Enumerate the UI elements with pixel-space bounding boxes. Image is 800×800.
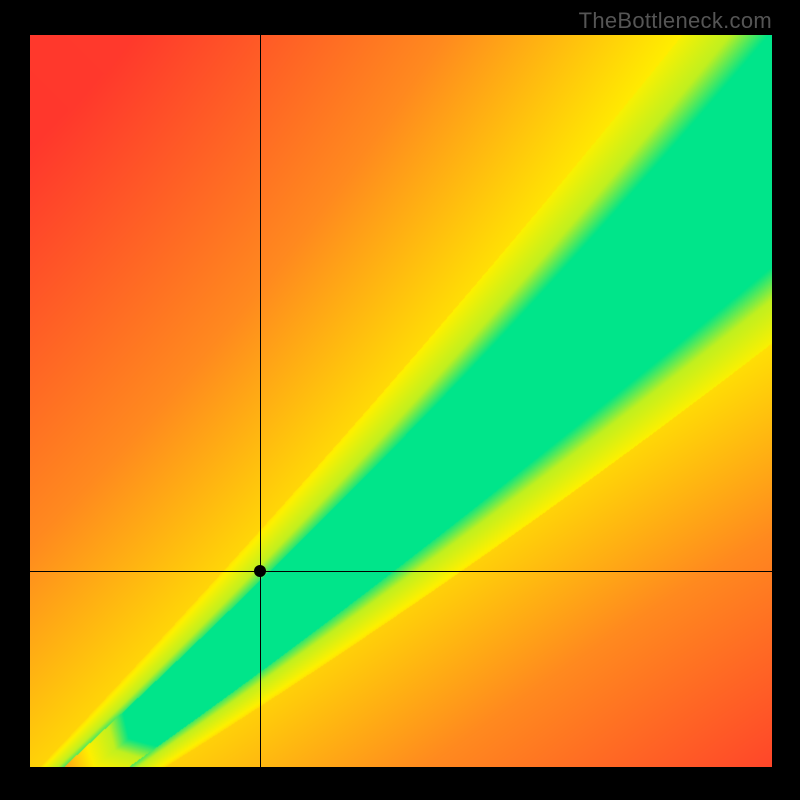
crosshair-vertical — [260, 35, 261, 767]
chart-container: TheBottleneck.com — [0, 0, 800, 800]
heatmap-canvas — [30, 35, 772, 767]
selection-marker — [254, 565, 266, 577]
crosshair-horizontal — [30, 571, 772, 572]
watermark-text: TheBottleneck.com — [579, 8, 772, 34]
plot-area — [30, 35, 772, 767]
